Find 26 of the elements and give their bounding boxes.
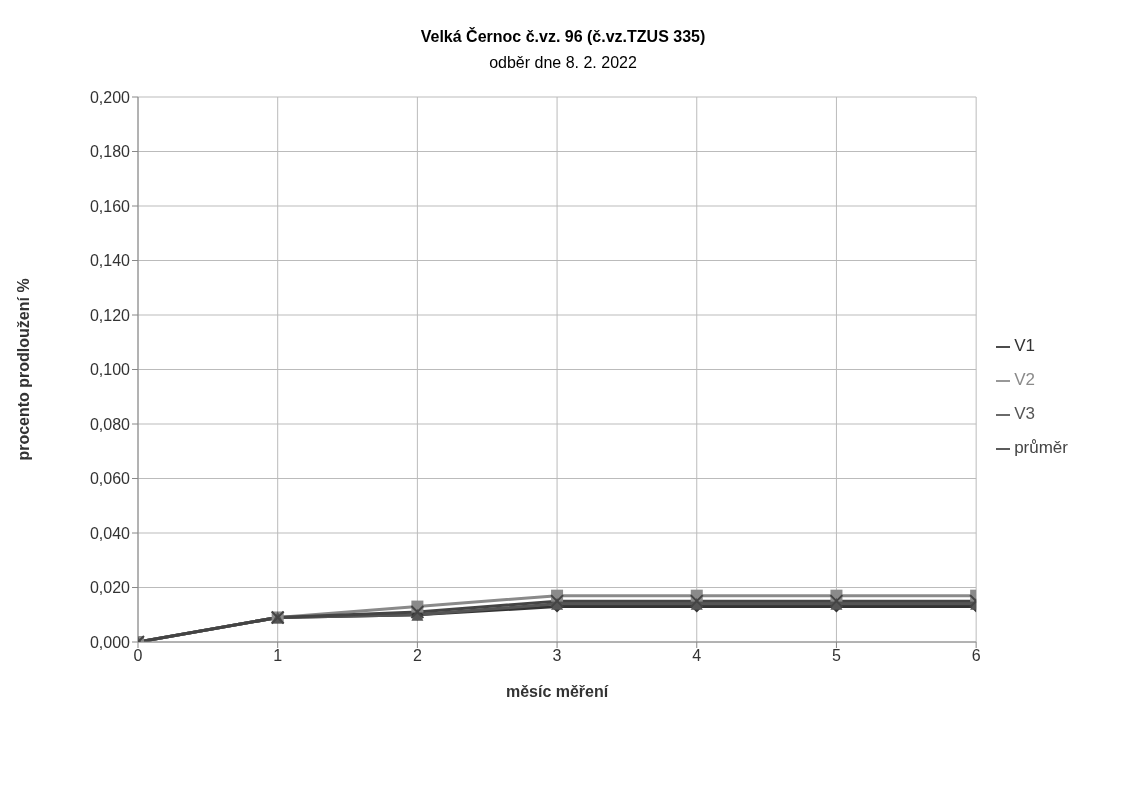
x-tick-label: 2 (412, 647, 422, 665)
y-tick-label: 0,020 (89, 579, 131, 597)
y-tick-label: 0,040 (89, 524, 131, 542)
x-tick-label: 3 (552, 647, 562, 665)
x-tick-label: 4 (692, 647, 702, 665)
y-tick-label: 0,160 (89, 197, 131, 215)
chart-subtitle: odběr dne 8. 2. 2022 (488, 54, 638, 72)
legend-label: V2 (1014, 370, 1035, 389)
y-tick-label: 0,120 (89, 306, 131, 324)
y-tick-label: 0,000 (89, 633, 131, 651)
y-tick-label: 0,200 (89, 88, 131, 106)
chart-title: Velká Černoc č.vz. 96 (č.vz.TZUS 335) (419, 28, 707, 46)
x-tick-label: 5 (832, 647, 841, 665)
x-tick-label: 0 (133, 647, 143, 665)
y-axis-title: procento prodloužení % (14, 278, 32, 461)
legend-label: V3 (1014, 404, 1035, 423)
legend-label: průměr (1014, 438, 1068, 457)
y-tick-label: 0,060 (89, 470, 131, 488)
y-tick-label: 0,140 (89, 252, 131, 270)
x-axis-title: měsíc měření (505, 683, 609, 700)
x-tick-label: 6 (971, 647, 981, 665)
y-tick-label: 0,180 (89, 143, 131, 161)
y-tick-label: 0,100 (89, 361, 131, 379)
y-tick-label: 0,080 (89, 415, 131, 433)
legend-label: V1 (1014, 336, 1035, 355)
x-tick-label: 1 (273, 647, 283, 665)
